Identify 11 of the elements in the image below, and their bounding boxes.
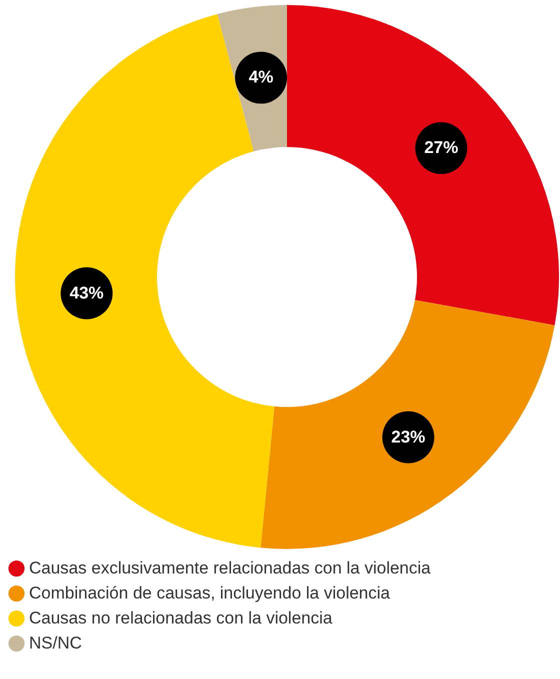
legend-label: Combinación de causas, incluyendo la violencia — [29, 584, 391, 602]
donut-slice — [15, 14, 274, 548]
legend-label: Causas no relacionadas con la violencia — [29, 608, 333, 628]
data-label: 23% — [391, 427, 426, 446]
donut-slice — [260, 300, 555, 549]
legend-label: NS/NC — [29, 634, 82, 652]
data-label: 27% — [424, 138, 458, 158]
legend-label: Causas exclusivamente relacionadas con la violencia — [29, 558, 432, 578]
data-label: 43% — [70, 283, 104, 302]
data-label: 4% — [248, 68, 274, 87]
donut-slice — [287, 5, 559, 326]
